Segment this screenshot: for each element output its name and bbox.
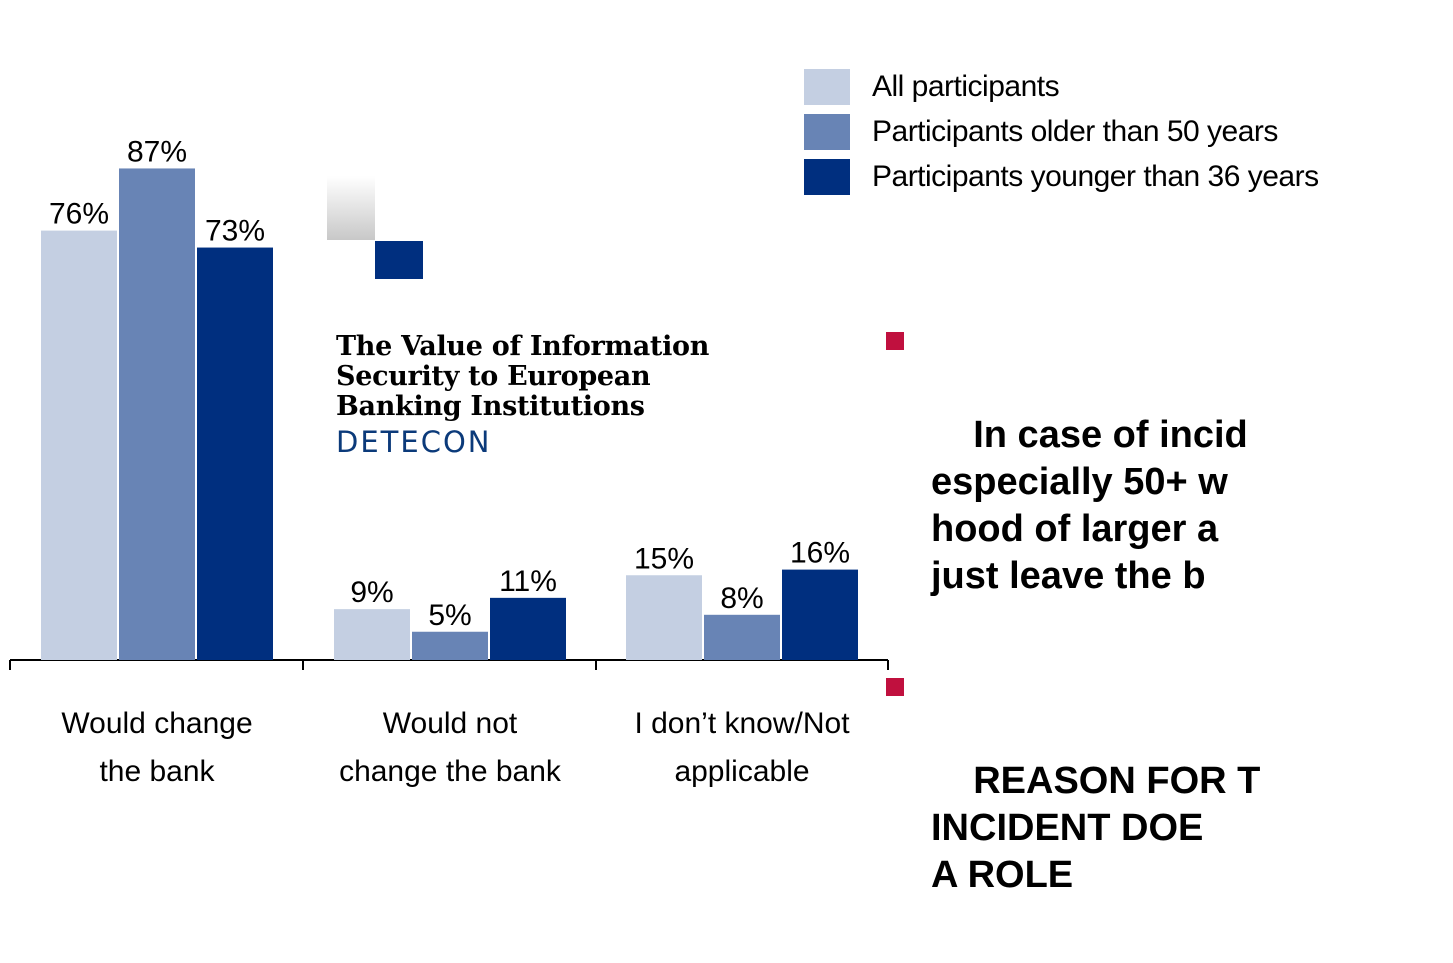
legend-label: Participants older than 50 years: [872, 114, 1278, 148]
bar: [197, 247, 273, 661]
legend-item-older: Participants older than 50 years: [804, 109, 1319, 154]
bullet-item: REASON FOR T INCIDENT DOE A ROLE: [886, 664, 1453, 946]
bullet-text: REASON FOR T INCIDENT DOE A ROLE: [931, 760, 1261, 896]
legend-item-younger: Participants younger than 36 years: [804, 154, 1319, 199]
data-label: 76%: [49, 198, 109, 231]
bar: [490, 597, 566, 660]
logo-gradient-block: [327, 176, 375, 240]
category-label: Would change: [61, 707, 252, 740]
data-label: 73%: [205, 215, 265, 248]
category-label: applicable: [674, 755, 809, 788]
data-label: 15%: [634, 542, 694, 575]
data-label: 11%: [499, 565, 557, 598]
legend-label: Participants younger than 36 years: [872, 159, 1319, 193]
data-label: 87%: [127, 135, 187, 168]
legend-swatch: [804, 68, 850, 105]
bar: [412, 631, 488, 660]
category-label: change the bank: [339, 755, 562, 788]
legend: All participants Participants older than…: [804, 64, 1319, 199]
data-label: 8%: [720, 582, 763, 615]
bar: [119, 168, 195, 660]
bar: [626, 575, 702, 660]
logo-blue-block: [375, 241, 423, 279]
bar: [704, 614, 780, 660]
bar-chart: 76% 87% 73% 9% 5% 11% 15% 8% 16% Would change the…: [9, 135, 889, 788]
category-label: I don’t know/Not: [634, 707, 850, 740]
legend-swatch: [804, 158, 850, 195]
category-label: Would not: [383, 707, 518, 740]
bar: [41, 230, 117, 660]
bars-group: [41, 168, 858, 661]
legend-label: All participants: [872, 69, 1060, 103]
logo-title: The Value of Information Security to Eur…: [336, 331, 710, 422]
legend-item-all: All participants: [804, 64, 1319, 109]
bullet-item: In case of incid especially 50+ w hood o…: [886, 318, 1453, 647]
data-label: 16%: [790, 537, 850, 570]
square-bullet-icon: [886, 678, 904, 696]
data-label: 5%: [428, 599, 471, 632]
category-label: the bank: [99, 755, 215, 788]
legend-swatch: [804, 113, 850, 150]
logo-brand: DETECON: [336, 425, 492, 459]
square-bullet-icon: [886, 332, 904, 350]
bar: [334, 609, 410, 660]
bullet-text: In case of incid especially 50+ w hood o…: [931, 414, 1248, 597]
bar: [782, 569, 858, 660]
data-label: 9%: [350, 576, 393, 609]
value-labels-group: 76% 87% 73% 9% 5% 11% 15% 8% 16%: [49, 135, 850, 631]
bullet-list: In case of incid especially 50+ w hood o…: [886, 318, 1453, 963]
category-labels-group: Would change the bank Would not change the …: [61, 707, 850, 788]
